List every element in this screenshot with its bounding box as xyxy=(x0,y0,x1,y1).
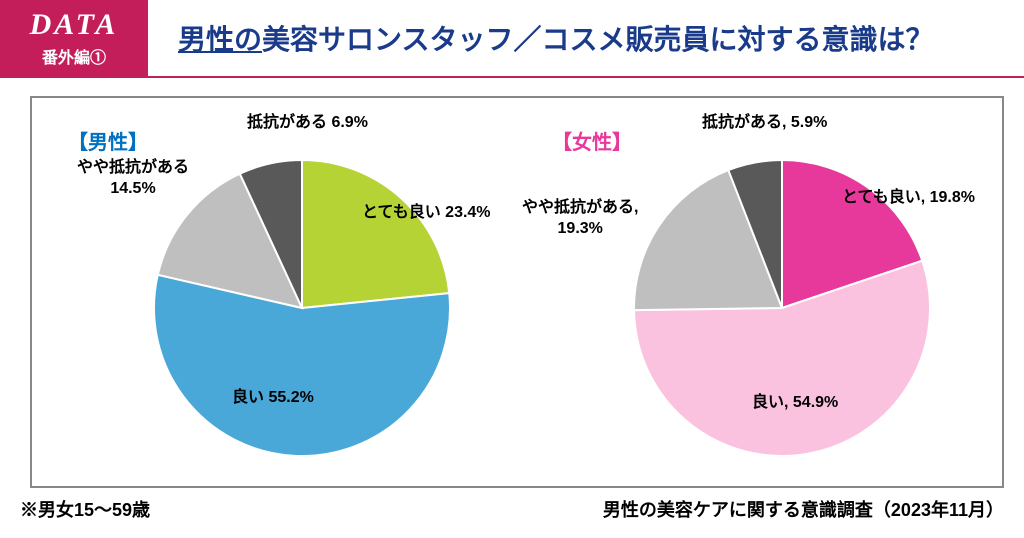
female-slice-label-1: 良い, 54.9% xyxy=(752,393,838,414)
header: DATA 番外編① 男性の美容サロンスタッフ／コスメ販売員に対する意識は？ xyxy=(0,0,1024,78)
badge-title: DATA xyxy=(30,8,119,42)
badge-subtitle: 番外編① xyxy=(42,44,106,68)
chart-area: 【男性】 【女性】 とても良い 23.4%良い 55.2%やや抵抗がある14.5… xyxy=(30,96,1004,488)
female-slice-label-3: 抵抗がある, 5.9% xyxy=(702,113,827,134)
male-slice-0 xyxy=(302,160,449,308)
footer-note-right: 男性の美容ケアに関する意識調査（2023年11月） xyxy=(603,496,1004,522)
title-rest: 美容サロンスタッフ／コスメ販売員に対する意識は？ xyxy=(262,24,933,55)
page-title: 男性の美容サロンスタッフ／コスメ販売員に対する意識は？ xyxy=(148,0,1024,76)
female-slice-label-0: とても良い, 19.8% xyxy=(842,188,975,209)
male-slice-label-0: とても良い 23.4% xyxy=(362,203,491,224)
data-badge: DATA 番外編① xyxy=(0,0,148,76)
footer-note-left: ※男女15～59歳 xyxy=(20,496,150,522)
male-slice-label-3: 抵抗がある 6.9% xyxy=(247,113,368,134)
pie-charts-svg xyxy=(32,98,1002,488)
male-slice-label-1: 良い 55.2% xyxy=(232,388,314,409)
male-slice-label-2: やや抵抗がある14.5% xyxy=(77,158,189,200)
title-underlined: 男性の xyxy=(178,24,262,55)
female-slice-label-2: やや抵抗がある,19.3% xyxy=(522,198,638,240)
footer: ※男女15～59歳 男性の美容ケアに関する意識調査（2023年11月） xyxy=(0,496,1024,522)
